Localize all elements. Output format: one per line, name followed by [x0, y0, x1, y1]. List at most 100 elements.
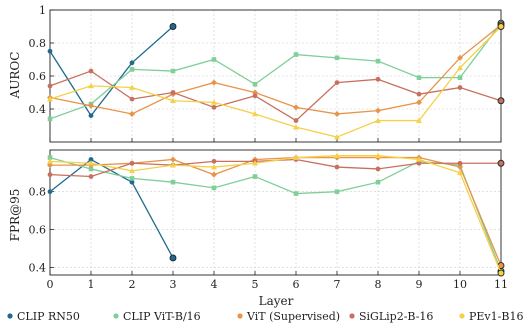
data-point: [47, 116, 53, 122]
data-point: [416, 160, 422, 166]
legend-item: CLIP RN50: [7, 310, 80, 323]
y-tick-label: 0.8: [29, 186, 47, 199]
data-point: [129, 60, 135, 66]
data-point: [211, 99, 217, 105]
series-line: [49, 26, 502, 138]
data-point: [129, 179, 135, 185]
x-tick-label: 6: [293, 278, 300, 291]
data-point: [88, 160, 94, 166]
data-point: [88, 166, 94, 172]
data-point: [129, 110, 135, 117]
data-point: [170, 162, 176, 168]
series-end-point: [497, 269, 505, 277]
series-line: [49, 26, 174, 117]
x-tick-label: 4: [211, 278, 218, 291]
series-end-point: [497, 97, 505, 105]
data-point: [129, 67, 135, 72]
x-tick-label: 2: [129, 278, 136, 291]
legend-label: SiGLip2-B-16: [359, 310, 433, 323]
data-point: [47, 83, 53, 89]
x-tick-label: 11: [494, 278, 508, 291]
series-line: [49, 70, 502, 122]
data-point: [457, 64, 463, 71]
x-tick-label: 0: [47, 278, 54, 291]
data-point: [129, 160, 135, 166]
data-point: [457, 75, 463, 80]
data-point: [375, 107, 381, 114]
legend-marker: [237, 313, 243, 319]
data-point: [293, 154, 299, 160]
legend-label: CLIP RN50: [17, 310, 80, 323]
data-point: [457, 160, 463, 166]
legend-marker: [7, 313, 13, 319]
data-point: [375, 58, 381, 64]
data-point: [252, 160, 258, 166]
data-point: [375, 117, 381, 123]
data-point: [211, 158, 217, 164]
legend-label: ViT (Supervised): [246, 310, 340, 323]
data-point: [252, 174, 258, 179]
x-tick-label: 5: [252, 278, 259, 291]
series-vit-supervised-: [47, 154, 505, 269]
data-point: [88, 68, 94, 74]
data-point: [416, 75, 422, 80]
legend-item: PEv1-B16: [459, 310, 523, 323]
legend-item: ViT (Supervised): [237, 310, 340, 323]
data-point: [170, 90, 176, 95]
x-tick-label: 3: [170, 278, 177, 291]
data-point: [375, 179, 381, 185]
data-point: [375, 76, 381, 82]
bottom-panel: 0.4 0.6 0.8 0 1 2 3 4 5 6 7 8 9 10 11: [29, 149, 508, 291]
data-point: [47, 189, 53, 195]
data-point: [129, 84, 135, 90]
y-tick-label: 1: [39, 4, 46, 17]
data-point: [129, 176, 135, 181]
top-ylabel: AUROC: [8, 52, 22, 100]
data-point: [416, 117, 422, 123]
data-point: [88, 102, 94, 109]
data-point: [252, 93, 258, 99]
data-point: [457, 54, 463, 61]
top-panel: 0.4 0.6 0.8 1: [29, 4, 505, 143]
series-vit-supervised-: [47, 21, 505, 117]
x-tick-label: 7: [334, 278, 341, 291]
series-line: [50, 156, 502, 266]
data-point: [457, 164, 463, 171]
x-tick-label: 10: [453, 278, 467, 291]
data-point: [334, 152, 340, 158]
x-axis-label: Layer: [259, 294, 294, 308]
data-point: [211, 79, 217, 86]
series-siglip2-b-16: [47, 68, 505, 123]
series-end-point: [169, 23, 177, 30]
data-point: [334, 80, 340, 85]
series-clip-vit-b-16: [47, 19, 505, 122]
legend-marker: [349, 313, 355, 319]
bottom-ylabel: FPR@95: [8, 189, 22, 242]
data-point: [211, 185, 217, 191]
y-tick-label: 0.6: [29, 70, 47, 83]
data-point: [293, 118, 299, 123]
data-point: [293, 191, 299, 196]
data-point: [334, 110, 340, 117]
data-point: [375, 166, 381, 172]
data-point: [170, 97, 176, 104]
series-pev1-b16: [47, 152, 505, 277]
data-point: [211, 57, 217, 62]
x-tick-label: 1: [88, 278, 95, 291]
series-end-point: [169, 254, 177, 262]
x-tick-label: 9: [416, 278, 423, 291]
data-point: [211, 104, 217, 110]
data-point: [170, 68, 176, 74]
series-clip-rn50: [47, 157, 177, 262]
series-line: [49, 155, 502, 274]
data-point: [334, 55, 340, 61]
data-point: [416, 99, 422, 106]
data-point: [47, 158, 53, 164]
plot-frame: [49, 149, 502, 276]
legend-label: PEv1-B16: [469, 310, 523, 323]
legend-marker: [113, 313, 119, 319]
data-point: [293, 124, 299, 130]
series-line: [49, 156, 502, 272]
data-point: [457, 169, 463, 176]
